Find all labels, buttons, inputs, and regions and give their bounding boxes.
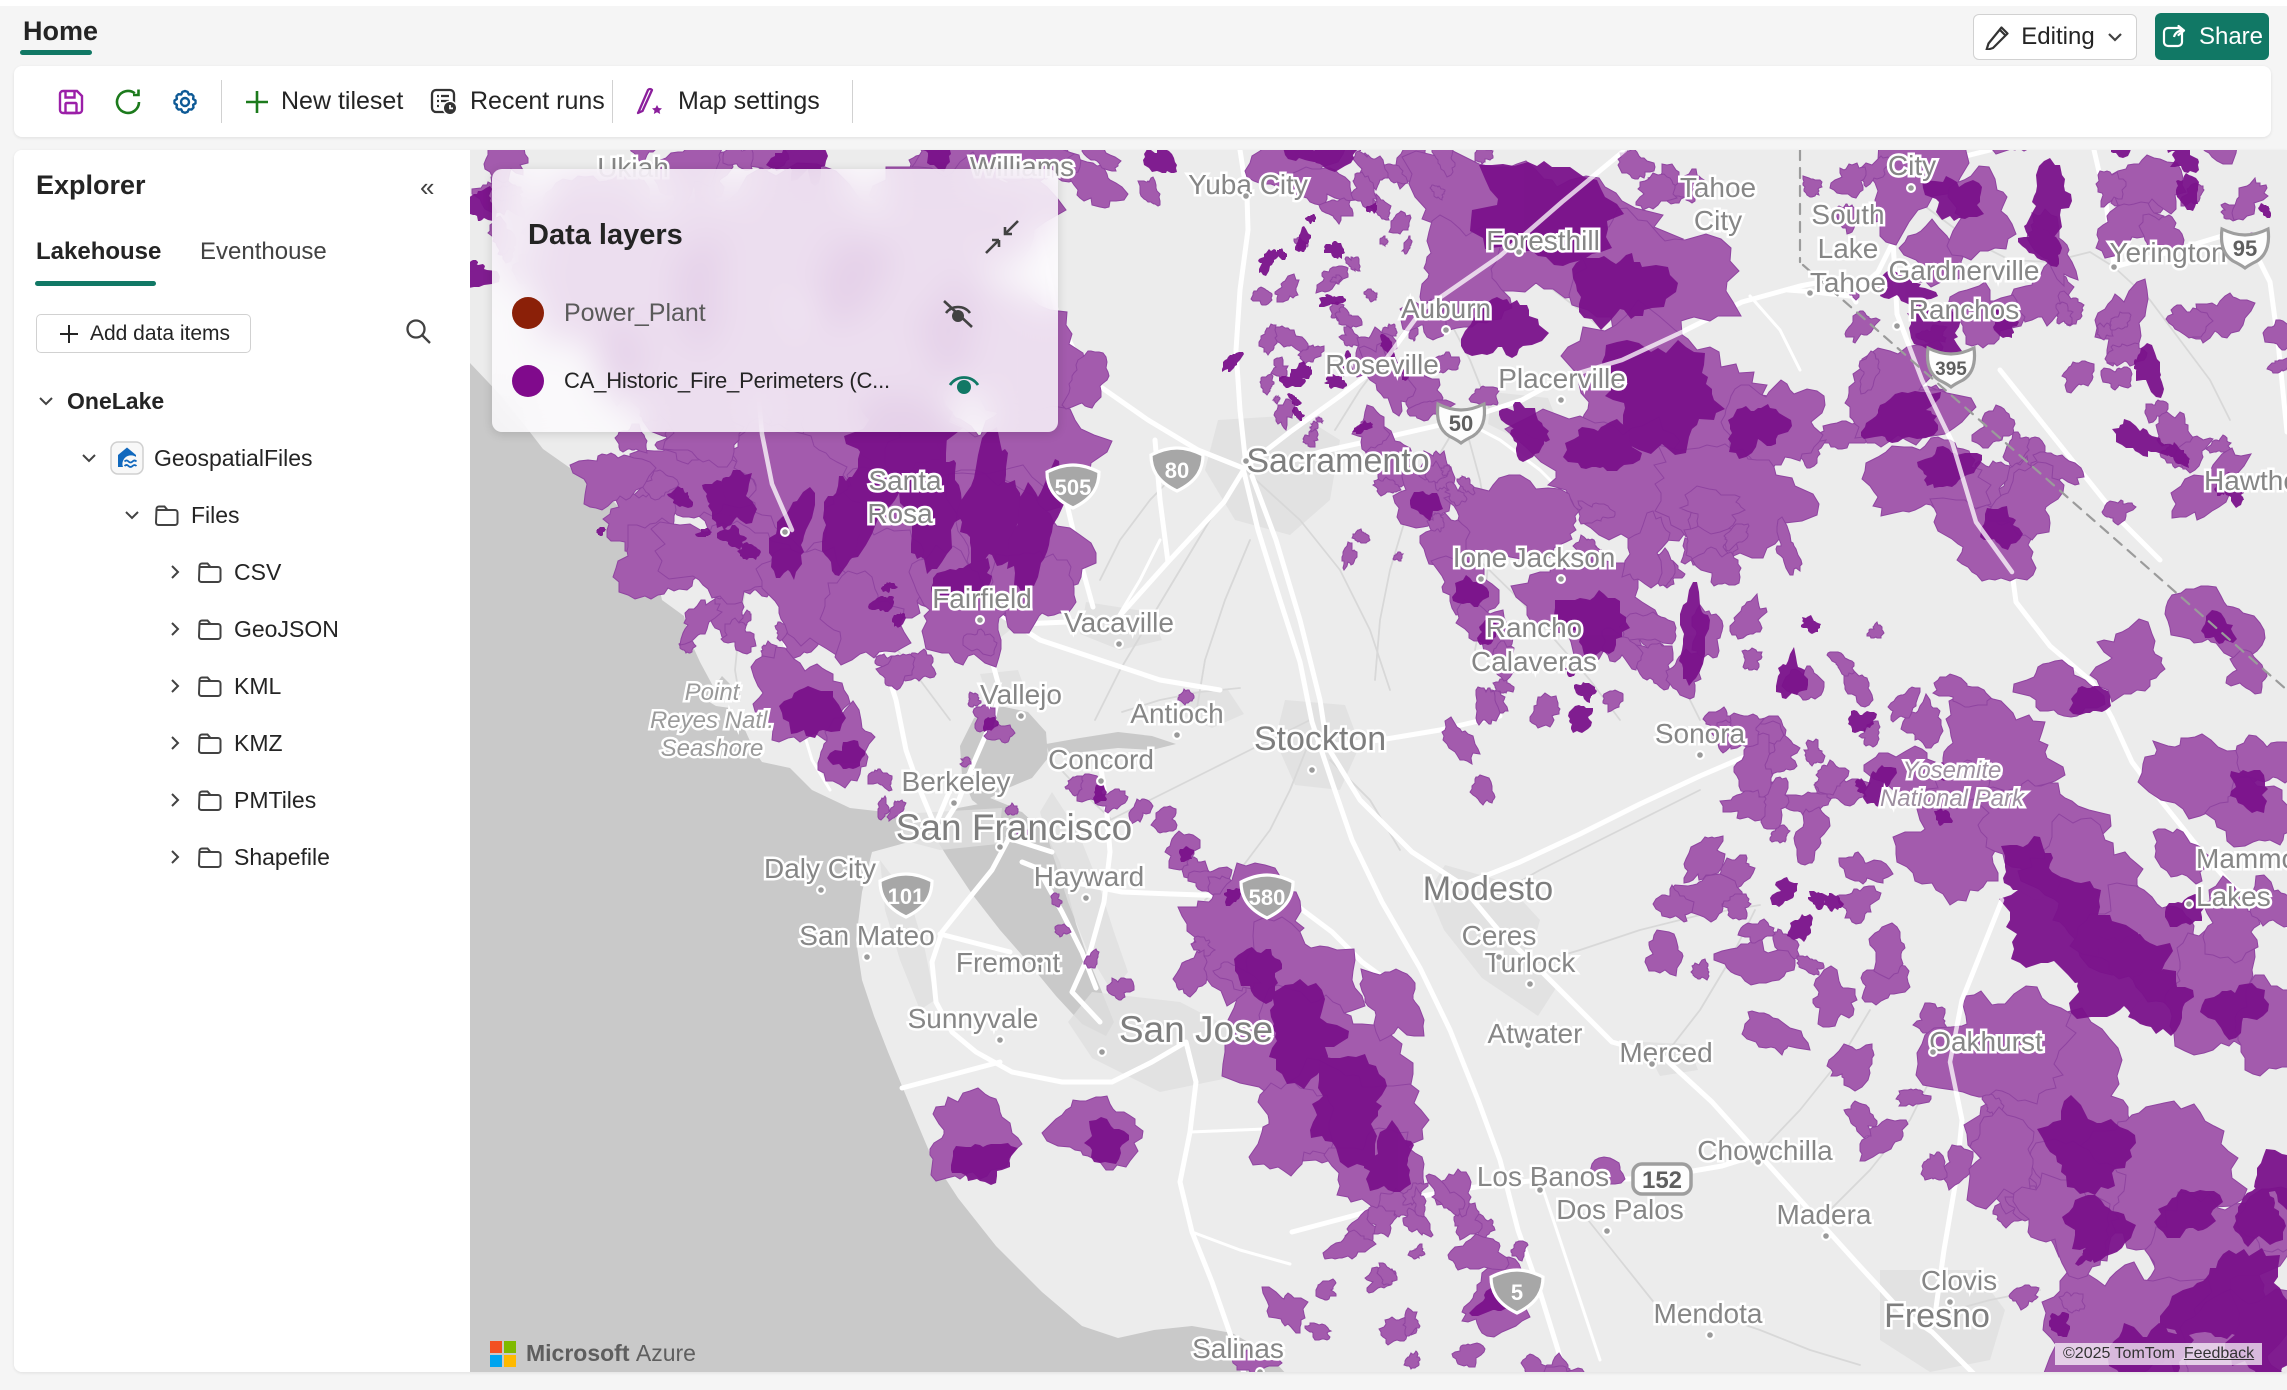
svg-text:San Jose: San Jose [1119,1009,1273,1050]
svg-text:Chowchilla: Chowchilla [1697,1135,1833,1166]
svg-text:Yerington: Yerington [2109,237,2226,268]
svg-text:Lakes: Lakes [2196,881,2271,912]
svg-text:Sonora: Sonora [1655,718,1746,749]
svg-text:Hawtho: Hawtho [2204,465,2287,496]
svg-text:Point: Point [685,679,741,706]
svg-text:50: 50 [1449,411,1473,436]
svg-text:Tahoe: Tahoe [1680,172,1756,203]
svg-text:Hayward: Hayward [1034,861,1144,892]
svg-text:Atwater: Atwater [1488,1018,1583,1049]
svg-text:Merced: Merced [1619,1037,1712,1068]
svg-text:Placerville: Placerville [1498,363,1626,394]
svg-text:Ranchos: Ranchos [1909,294,2020,325]
svg-text:San Mateo: San Mateo [799,920,934,951]
svg-text:Vacaville: Vacaville [1064,607,1174,638]
svg-text:101: 101 [888,884,925,909]
svg-text:City: City [1888,150,1936,181]
svg-text:Jackson: Jackson [1513,542,1616,573]
svg-text:Rosa: Rosa [867,498,933,529]
svg-text:Roseville: Roseville [1325,349,1439,380]
svg-text:80: 80 [1165,458,1189,483]
svg-text:Seashore: Seashore [661,735,764,762]
svg-text:Sacramento: Sacramento [1246,442,1429,480]
svg-text:National Park: National Park [1880,785,2026,812]
svg-text:Salinas: Salinas [1192,1333,1284,1364]
svg-text:Reyes Natl.: Reyes Natl. [650,707,774,734]
svg-text:Turlock: Turlock [1485,947,1577,978]
svg-text:Mendota: Mendota [1654,1298,1763,1329]
svg-text:South: South [1811,199,1884,230]
svg-text:Gardnerville: Gardnerville [1889,255,2040,286]
svg-text:Madera: Madera [1777,1199,1872,1230]
svg-text:Dos Palos: Dos Palos [1556,1194,1684,1225]
svg-text:Auburn: Auburn [1401,293,1491,324]
svg-text:Sunnyvale: Sunnyvale [908,1003,1039,1034]
svg-text:Fairfield: Fairfield [932,583,1032,614]
svg-text:Modesto: Modesto [1423,870,1553,908]
svg-text:Yosemite: Yosemite [1903,757,2002,784]
svg-text:Stockton: Stockton [1254,720,1386,758]
svg-text:Ceres: Ceres [1462,920,1537,951]
svg-text:Ione: Ione [1453,542,1508,573]
svg-text:Daly City: Daly City [764,853,876,884]
svg-text:San Francisco: San Francisco [896,807,1133,848]
svg-text:City: City [1694,205,1742,236]
svg-text:580: 580 [1249,885,1286,910]
svg-text:Foresthill: Foresthill [1486,225,1600,256]
svg-text:Rancho: Rancho [1486,612,1583,643]
svg-text:Calaveras: Calaveras [1471,646,1597,677]
svg-text:Antioch: Antioch [1130,698,1223,729]
svg-text:Lake: Lake [1818,233,1879,264]
svg-text:Oakhurst: Oakhurst [1929,1026,2043,1057]
svg-text:Fresno: Fresno [1884,1297,1990,1335]
svg-text:5: 5 [1511,1280,1523,1305]
svg-text:Fremont: Fremont [956,947,1060,978]
svg-text:Berkeley: Berkeley [902,766,1011,797]
svg-text:Concord: Concord [1048,744,1154,775]
svg-text:Vallejo: Vallejo [980,679,1062,710]
svg-text:Tahoe: Tahoe [1810,267,1886,298]
svg-text:505: 505 [1055,475,1092,500]
svg-text:395: 395 [1935,359,1967,380]
svg-text:Clovis: Clovis [1921,1265,1997,1296]
svg-text:Mammo: Mammo [2196,843,2287,874]
svg-text:152: 152 [1642,1167,1682,1194]
svg-text:Santa: Santa [868,465,942,496]
svg-text:95: 95 [2233,236,2257,261]
